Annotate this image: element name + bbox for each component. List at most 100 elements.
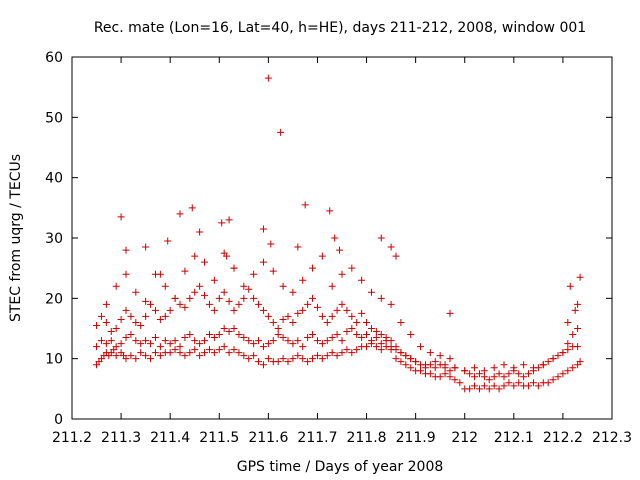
data-point xyxy=(205,300,213,308)
data-point xyxy=(358,334,366,342)
data-point xyxy=(176,349,184,357)
data-point xyxy=(328,349,336,357)
data-point xyxy=(564,318,572,326)
data-point xyxy=(188,204,196,212)
data-point xyxy=(107,337,115,345)
data-point xyxy=(176,210,184,218)
data-point xyxy=(505,370,513,378)
data-point xyxy=(407,331,415,339)
data-point xyxy=(151,334,159,342)
data-point xyxy=(250,270,258,278)
data-point xyxy=(122,306,130,314)
data-point xyxy=(264,340,272,348)
data-point xyxy=(245,355,253,363)
data-point xyxy=(218,219,226,227)
data-point xyxy=(205,331,213,339)
data-point xyxy=(289,318,297,326)
data-point xyxy=(436,373,444,381)
data-point xyxy=(269,337,277,345)
data-point xyxy=(471,373,479,381)
data-point xyxy=(122,246,130,254)
data-point xyxy=(323,318,331,326)
data-point xyxy=(102,318,110,326)
data-point xyxy=(274,325,282,332)
data-point xyxy=(431,364,439,372)
data-point xyxy=(191,346,199,354)
data-point xyxy=(127,331,135,339)
data-point xyxy=(318,312,326,320)
data-point xyxy=(210,349,218,357)
data-point xyxy=(309,294,317,302)
data-point xyxy=(348,264,356,272)
data-point xyxy=(554,352,562,360)
data-point xyxy=(294,337,302,345)
data-point xyxy=(176,343,184,351)
data-point xyxy=(107,328,115,336)
data-point xyxy=(156,343,164,351)
data-point xyxy=(304,334,312,342)
data-point xyxy=(250,340,258,348)
data-point xyxy=(93,321,101,329)
data-point xyxy=(426,349,434,357)
data-point xyxy=(363,331,371,339)
data-point xyxy=(284,312,292,320)
x-tick-label: 212.1 xyxy=(494,430,534,446)
data-point xyxy=(196,282,204,290)
data-point xyxy=(240,294,248,302)
data-point xyxy=(223,252,231,260)
data-point xyxy=(544,358,552,366)
data-point xyxy=(142,352,150,360)
data-point xyxy=(250,294,258,302)
data-point xyxy=(122,270,130,278)
data-point xyxy=(201,337,209,345)
data-point xyxy=(495,370,503,378)
data-point xyxy=(164,237,172,245)
data-point xyxy=(289,355,297,363)
data-point xyxy=(112,325,120,332)
data-point xyxy=(471,364,479,372)
data-point xyxy=(569,364,577,372)
data-point xyxy=(525,382,533,390)
data-point xyxy=(220,325,228,332)
data-point xyxy=(259,306,267,314)
data-point xyxy=(328,312,336,320)
data-point xyxy=(269,267,277,275)
data-point xyxy=(549,355,557,363)
data-point xyxy=(191,337,199,345)
data-point xyxy=(574,325,582,332)
x-tick-label: 211.7 xyxy=(297,430,337,446)
data-point xyxy=(480,367,488,375)
x-tick-label: 211.2 xyxy=(52,430,92,446)
data-point xyxy=(117,213,125,221)
data-point xyxy=(353,346,361,354)
data-point xyxy=(117,340,125,348)
data-point xyxy=(363,343,371,351)
data-point xyxy=(309,355,317,363)
data-point xyxy=(147,340,155,348)
data-point xyxy=(397,349,405,357)
data-point xyxy=(151,349,159,357)
data-point xyxy=(571,306,579,314)
data-point xyxy=(559,349,567,357)
data-point xyxy=(485,376,493,384)
y-tick-label: 10 xyxy=(45,352,63,368)
x-axis-label: GPS time / Days of year 2008 xyxy=(237,459,444,475)
data-point xyxy=(372,328,380,336)
data-point xyxy=(132,355,140,363)
y-tick-label: 50 xyxy=(45,110,63,126)
chart-title: Rec. mate (Lon=16, Lat=40, h=HE), days 2… xyxy=(94,20,586,36)
data-point xyxy=(93,343,101,351)
data-point xyxy=(515,370,523,378)
data-point xyxy=(387,243,395,251)
data-point xyxy=(313,337,321,345)
data-point xyxy=(230,306,238,314)
data-point xyxy=(97,312,105,320)
data-point xyxy=(353,331,361,339)
data-point xyxy=(338,349,346,357)
y-tick-label: 40 xyxy=(45,171,63,187)
data-point xyxy=(255,358,263,366)
data-point xyxy=(490,364,498,372)
data-point xyxy=(421,361,429,369)
data-point xyxy=(255,300,263,308)
